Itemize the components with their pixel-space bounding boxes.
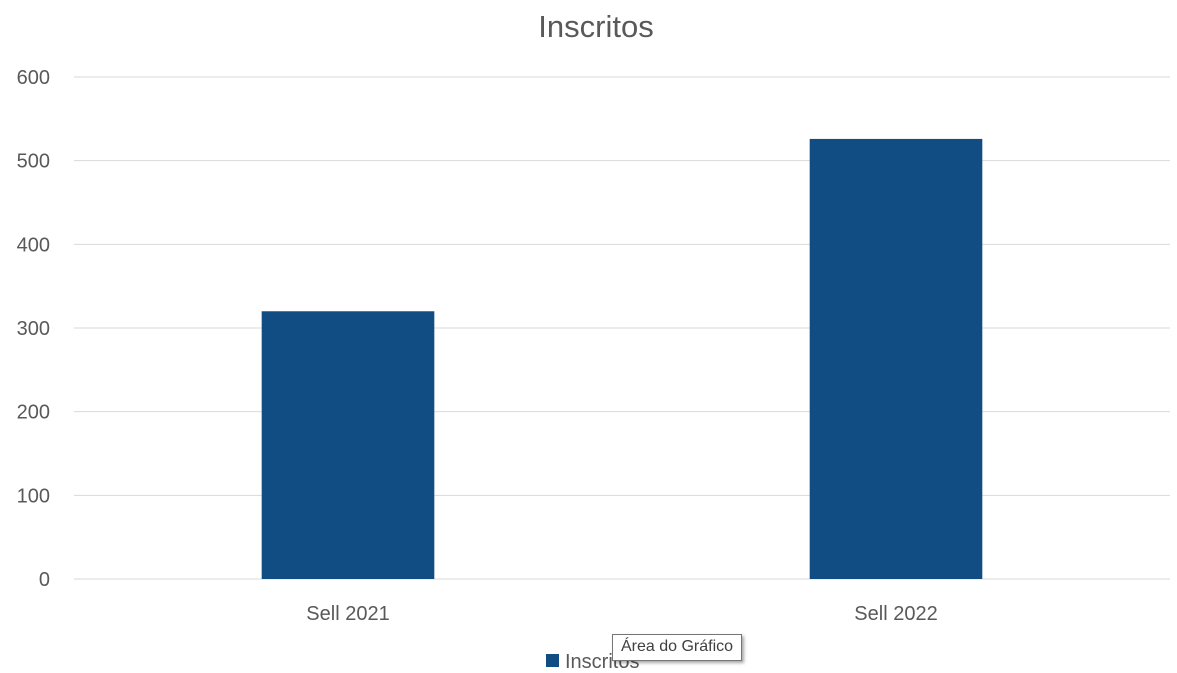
y-axis-ticks: 0 100 200 300 400 500 600 (17, 67, 50, 591)
chart-title: Inscritos (538, 9, 653, 44)
x-tick-label: Sell 2022 (854, 603, 937, 625)
bar[interactable] (809, 138, 983, 579)
gridlines (74, 76, 1170, 580)
y-tick-label: 200 (17, 402, 50, 424)
y-tick-label: 400 (17, 234, 50, 256)
bars (261, 138, 983, 579)
bar[interactable] (261, 311, 435, 579)
x-axis-ticks: Sell 2021 Sell 2022 (306, 603, 937, 625)
y-tick-label: 300 (17, 318, 50, 340)
y-tick-label: 500 (17, 151, 50, 173)
chart-area-tooltip: Área do Gráfico (612, 634, 743, 661)
y-tick-label: 0 (39, 569, 50, 591)
y-tick-label: 100 (17, 485, 50, 507)
x-tick-label: Sell 2021 (306, 603, 389, 625)
legend-swatch (546, 654, 559, 667)
y-tick-label: 600 (17, 67, 50, 89)
